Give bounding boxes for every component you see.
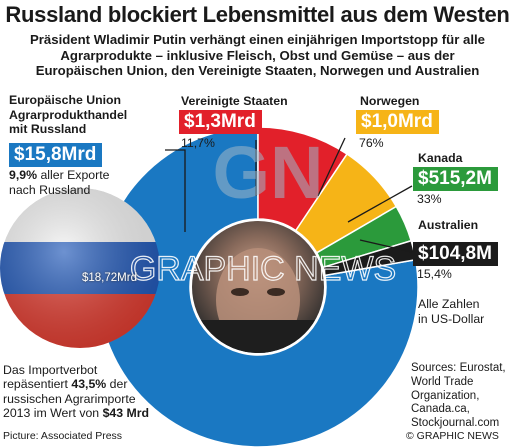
import-ban-note: Das Importverbot repäsentiert 43,5% der … [3,363,183,420]
source-line: Canada.ca, [411,403,470,416]
australia-leader-line [359,239,413,253]
eu-label-line: mit Russland [9,122,87,136]
canada-leader-line [347,185,413,223]
source-line: Sources: Eurostat, [411,362,506,374]
chart-title: Russland blockiert Lebensmittel aus dem … [5,2,510,27]
units-note-line: Alle Zahlen [418,297,480,311]
donut-slices [97,126,419,447]
australia-share: 15,4% [417,267,452,281]
norway-label: Norwegen [360,94,420,108]
note-percent: 43,5% [71,377,107,392]
canada-share: 33% [417,192,442,206]
usa-share: 11,7% [181,136,215,150]
eu-share-text-rest: aller Exporte [37,168,110,182]
usa-label: Vereinigte Staaten [181,94,288,108]
units-note: Alle Zahlen in US-Dollar [418,297,484,326]
eu-label-line: Europäische Union [9,93,122,107]
note-amount: $43 Mrd [102,405,150,420]
sources: Sources: Eurostat, World Trade Organizat… [411,362,515,431]
russia-flag-value: $18,72Mrd [82,272,137,284]
subtitle-line: Europäischen Union, den Vereinigte Staat… [35,63,480,78]
copyright: © GRAPHIC NEWS [406,430,499,442]
usa-value-badge: $1,3Mrd [179,110,262,134]
eu-share-text: 9,9% aller Exporte nach Russland [9,168,109,197]
source-line: Organization, [411,389,480,402]
eu-share-percent: 9,9% [9,168,38,182]
canada-label: Kanada [418,151,463,165]
subtitle-line: Agrarprodukte – inklusive Fleisch, Obst … [60,47,455,63]
subtitle-line: Präsident Wladimir Putin verhängt einen … [29,32,486,47]
australia-value-badge: $104,8M [413,242,498,266]
watermark-logo: GN [213,131,324,214]
chart-subtitle: Präsident Wladimir Putin verhängt einen … [10,32,505,79]
putin-photo [190,219,326,355]
eu-label: Europäische Union Agrarprodukthandel mit… [9,93,127,137]
australia-label: Australien [418,218,479,232]
eu-share-text-line2: nach Russland [9,182,91,197]
picture-credit: Picture: Associated Press [3,430,123,442]
units-note-line: in US-Dollar [418,311,485,326]
leader-lines [165,137,413,253]
watermark-text: GRAPHIC NEWS [130,250,396,288]
canada-value-badge: $515,2M [413,167,498,191]
eu-label-line: Agrarprodukthandel [9,107,128,122]
eu-leader-line [165,149,186,232]
norway-value-badge: $1,0Mrd [356,110,439,134]
note-text: der [106,377,128,392]
eu-value-badge: $15,8Mrd [9,143,103,167]
note-line: Das Importverbot [3,363,98,377]
source-line: World Trade [411,375,474,388]
russia-flag [0,188,160,348]
note-line: russischen Agrarimporte [3,391,136,406]
norway-leader-line [317,137,346,197]
norway-share: 76% [359,136,384,150]
source-line: Stockjournal.com [411,417,500,430]
note-text: repäsentiert [3,377,72,392]
note-text: 2013 im Wert von [3,405,103,420]
